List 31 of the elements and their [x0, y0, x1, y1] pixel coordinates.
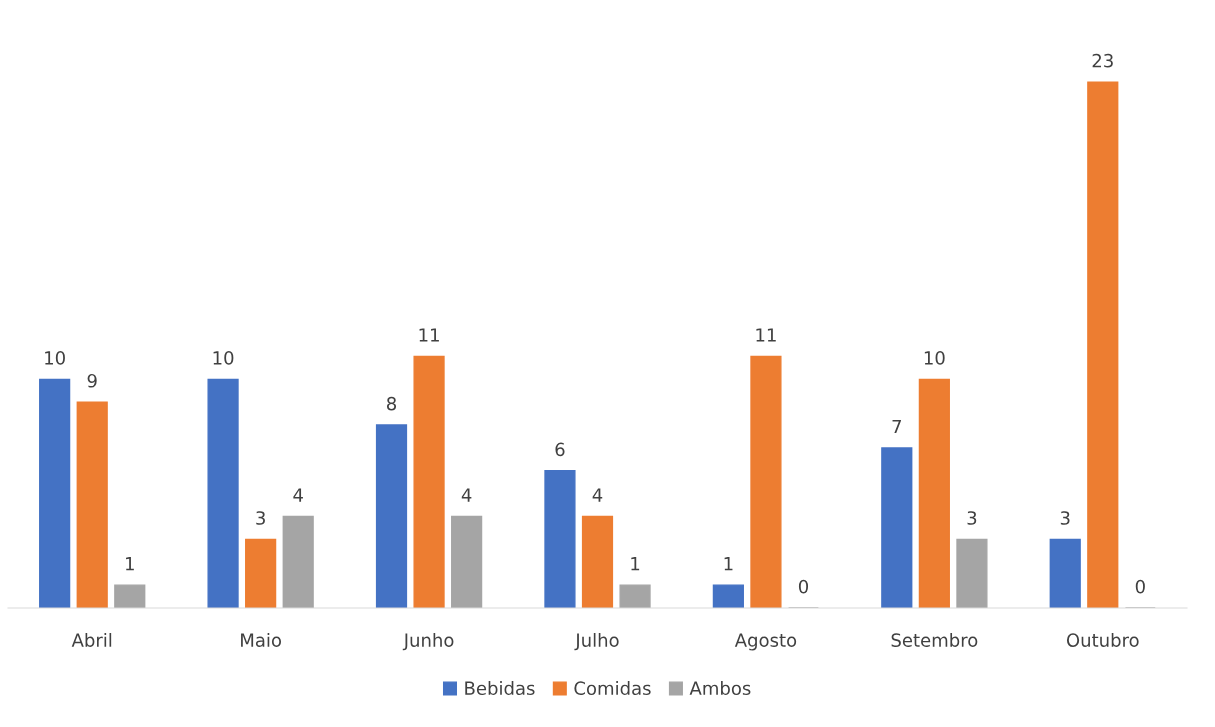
x-tick-label: Abril: [71, 633, 112, 647]
x-tick-label: Junho: [402, 633, 454, 651]
x-tick-label: Julho: [574, 633, 619, 651]
data-label: 9: [87, 373, 97, 388]
data-label: 3: [256, 511, 265, 525]
data-label: 10: [213, 351, 234, 365]
data-label: 0: [1135, 579, 1145, 594]
data-label: 3: [967, 511, 977, 525]
data-label: 1: [126, 557, 134, 571]
data-label: 3: [1060, 511, 1070, 525]
x-tick-label: Maio: [241, 633, 282, 647]
data-label: 4: [592, 488, 603, 502]
x-tick-label: Outubro: [1066, 633, 1139, 647]
data-label: 1: [724, 557, 733, 571]
legend-label: Ambos: [689, 681, 751, 696]
data-label: 8: [386, 396, 397, 411]
data-label: 10: [45, 351, 65, 365]
data-label: 7: [892, 419, 901, 434]
x-tick-label: Setembro: [891, 633, 978, 647]
data-label: 4: [461, 488, 472, 502]
data-label: 23: [1092, 53, 1113, 68]
data-label: 0: [798, 579, 809, 594]
data-label: 10: [924, 351, 945, 365]
data-label: 1: [631, 557, 640, 571]
data-label: 11: [419, 328, 439, 342]
data-label: 4: [293, 488, 303, 502]
x-tick-label: Agosto: [734, 633, 797, 651]
legend-label: Comidas: [574, 681, 651, 696]
data-label: 11: [756, 328, 776, 342]
legend-label: Bebidas: [465, 681, 535, 696]
data-label: 6: [555, 442, 565, 457]
